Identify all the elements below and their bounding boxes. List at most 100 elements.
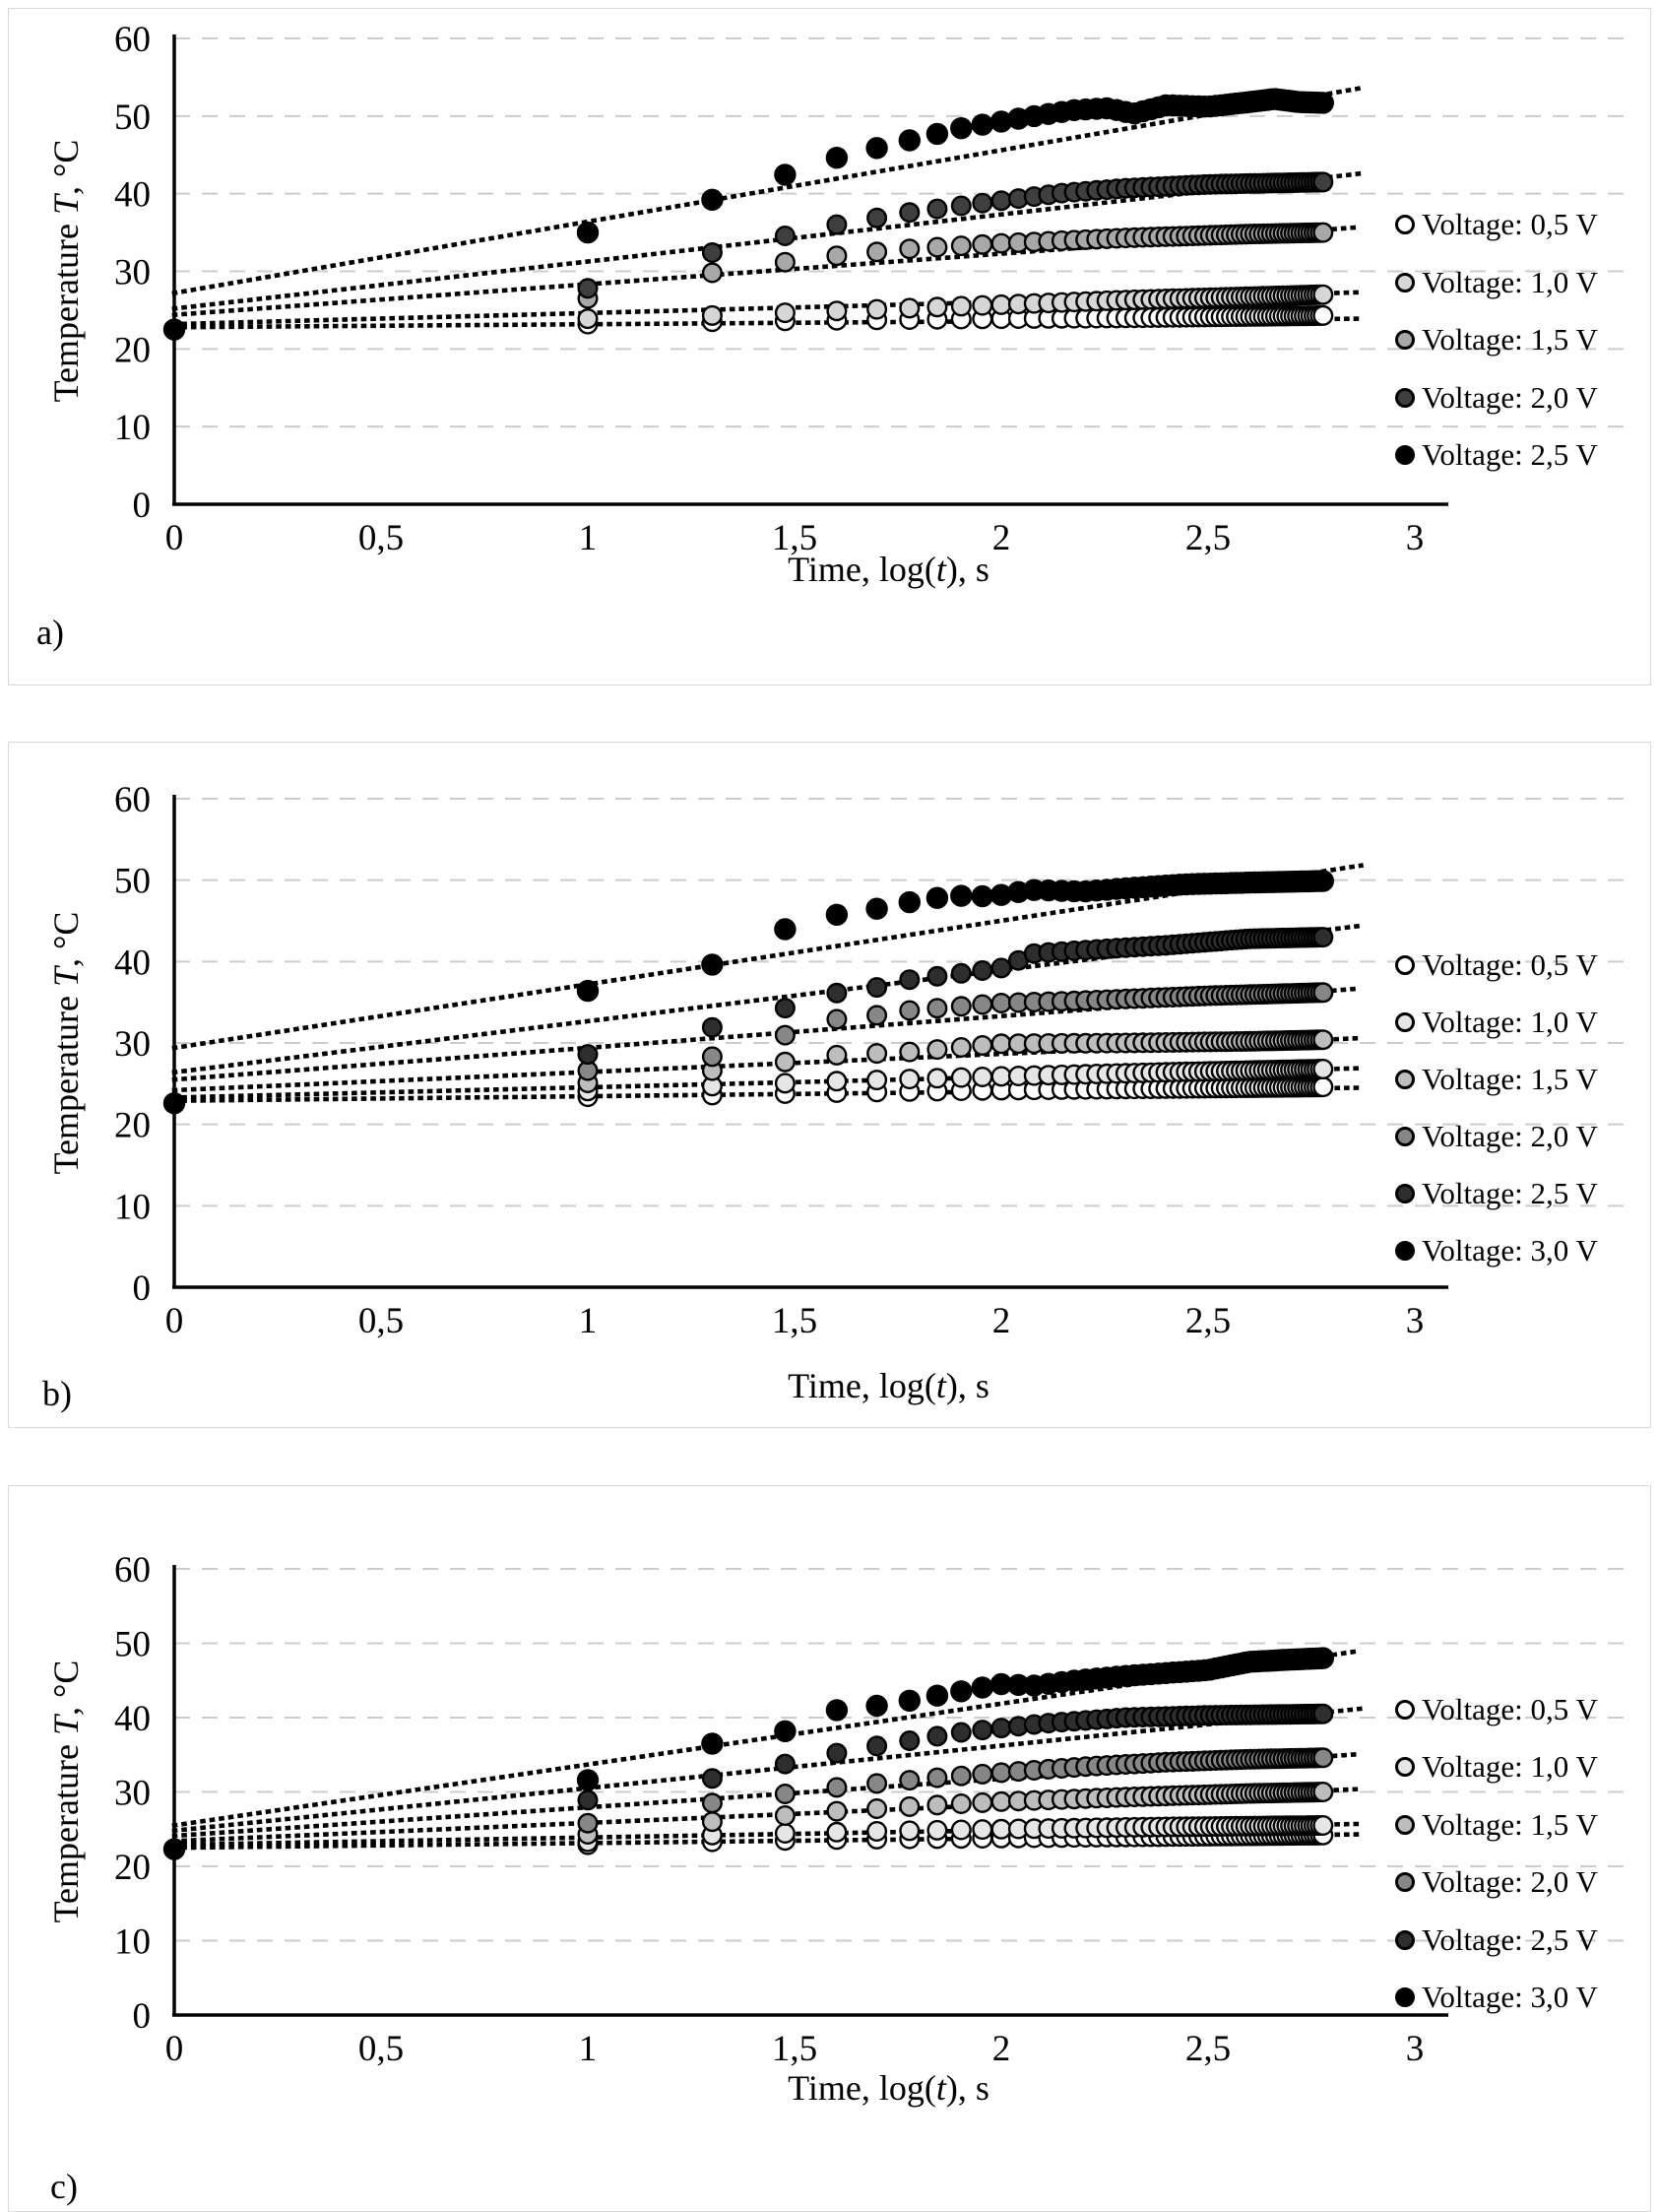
legend-marker-circle [1395,1241,1415,1261]
trendline-1_0V [171,1066,1364,1100]
data-point [865,137,888,160]
legend-label: Voltage: 3,0 V [1422,1233,1598,1268]
x-tick-label: 0 [165,518,184,558]
data-point [1311,870,1335,892]
trendline-0_5V [171,1085,1364,1104]
data-point [926,1794,948,1816]
legend-label: Voltage: 1,0 V [1422,1749,1598,1785]
legend-item-2_0V: Voltage: 2,0 V [1395,1119,1598,1154]
data-point [926,1068,948,1089]
data-point [774,1784,796,1805]
x-tick-label: 1,5 [772,518,817,558]
data-point [576,221,600,244]
data-point [926,1725,948,1747]
data-point [972,1819,993,1841]
legend-marker-circle [1395,1070,1415,1089]
y-tick-label: 40 [114,1699,151,1739]
data-point [701,188,724,212]
data-point [972,233,993,255]
legend-label: Voltage: 1,5 V [1422,1806,1598,1842]
data-point [926,1767,948,1789]
data-point [899,1041,921,1063]
series-2_5V-markers [162,88,1335,341]
y-axis-title-text: Temperature [46,987,86,1175]
data-point [926,198,948,220]
y-tick-label: 40 [114,943,151,983]
data-point [774,1024,796,1046]
series-2_0V-markers [163,982,1334,1114]
data-point [774,1073,796,1094]
data-point [826,1821,848,1843]
legend-marker-circle [1395,1012,1415,1032]
data-point [774,1823,796,1845]
data-point [971,113,993,136]
data-point [925,1684,949,1707]
data-point [701,1768,723,1789]
legend: Voltage: 0,5 V Voltage: 1,0 V Voltage: 1,5… [1395,743,1650,1427]
data-point [950,996,972,1017]
x-tick-label: 0 [165,1301,184,1341]
x-tick-label: 1 [579,518,598,558]
legend-label: Voltage: 2,0 V [1422,1864,1598,1900]
data-point [950,1819,972,1841]
y-tick-label: 50 [114,1625,151,1665]
data-point [972,1035,993,1057]
x-tick-label: 2,5 [1185,1301,1231,1341]
data-point [701,1732,724,1755]
data-point [926,236,948,258]
legend-label: Voltage: 0,5 V [1422,207,1598,241]
x-axis-title-unit: ), s [945,2068,989,2108]
data-point [774,918,797,941]
panel-letter: a) [36,613,64,652]
x-tick-label: 1,5 [772,2029,817,2069]
trendline-1_5V [171,1035,1364,1093]
series-2_5V-markers [163,927,1334,1114]
legend-label: Voltage: 2,0 V [1422,1119,1598,1153]
x-tick-label: 1 [579,2029,598,2069]
x-tick-label: 0,5 [358,518,404,558]
data-point [866,1735,888,1757]
y-tick-label: 30 [114,1774,151,1814]
x-axis-title-text: Time, log( [788,550,936,589]
data-point [972,192,993,214]
data-point [826,1777,848,1798]
y-axis-title: Temperature T, °C [45,140,87,403]
legend-label: Voltage: 2,5 V [1422,1176,1598,1210]
data-point [972,1720,993,1741]
data-point [899,1000,921,1021]
data-point [774,1753,796,1775]
chart-panel-a: 0 10 20 30 40 50 60 0 0,5 1 1,5 2 2,5 3 Temperature T… [8,8,1651,685]
data-point [1312,171,1334,193]
trendline-2_5V [171,1706,1364,1834]
x-axis-title-italic: t [935,1366,946,1405]
data-point [825,1699,849,1722]
data-point [866,1043,888,1065]
data-point [162,1092,186,1115]
y-tick-label: 20 [114,1106,151,1146]
x-axis-title-text: Time, log( [788,1366,936,1405]
data-point [1312,1076,1334,1098]
data-point [972,1791,993,1813]
data-point [826,245,848,267]
data-point [866,241,888,263]
data-point [774,251,796,273]
data-point [826,300,848,322]
data-point [972,994,993,1015]
data-point [1312,1059,1334,1080]
chart-panel-b: 0 10 20 30 40 50 60 0 0,5 1 1,5 2 2,5 3 Temperature T… [8,742,1651,1428]
data-point [1312,927,1334,948]
data-point [701,1792,723,1814]
legend-label: Voltage: 0,5 V [1422,947,1598,982]
data-point [1312,1703,1334,1724]
data-point [950,1765,972,1787]
y-axis-title: Temperature T, °C [45,1660,87,1923]
panel-letter: c) [50,2167,78,2206]
y-axis-title-text: Temperature [46,215,86,403]
data-point [577,278,599,299]
data-point [1311,1647,1335,1669]
legend-item-2_0V: Voltage: 2,0 V [1395,1864,1598,1900]
y-tick-label: 30 [114,1024,151,1065]
data-point [866,207,888,228]
trendline-0_5V [171,1832,1364,1851]
legend-marker-circle [1395,272,1415,293]
